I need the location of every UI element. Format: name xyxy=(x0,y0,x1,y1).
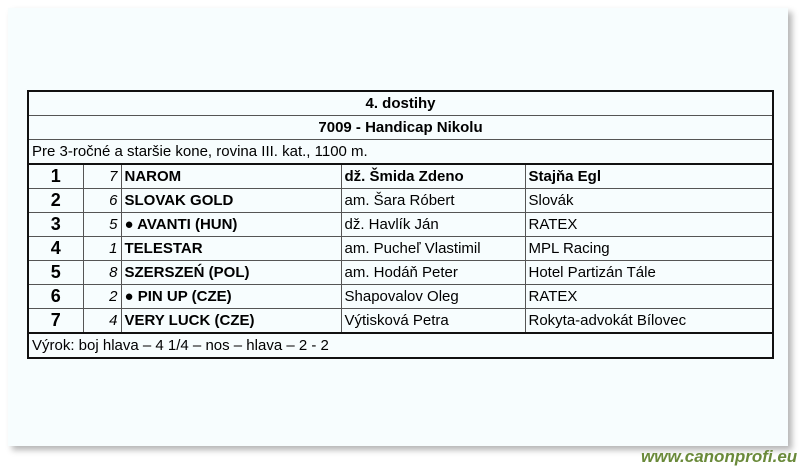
cell-place: 3 xyxy=(27,212,84,237)
cell-place: 1 xyxy=(27,163,84,189)
cell-number: 1 xyxy=(82,236,122,261)
table-row: 6 2 ● PIN UP (CZE) Shapovalov Oleg RATEX xyxy=(27,284,774,309)
cell-number: 6 xyxy=(82,188,122,213)
cell-number: 5 xyxy=(82,212,122,237)
cell-place: 2 xyxy=(27,188,84,213)
watermark: www.canonprofi.eu xyxy=(641,447,798,466)
cell-number: 8 xyxy=(82,260,122,285)
cell-jockey: dž. Havlík Ján xyxy=(340,212,526,237)
race-verdict: Výrok: boj hlava – 4 1/4 – nos – hlava –… xyxy=(27,332,774,359)
cell-stable: Rokyta-advokát Bílovec xyxy=(524,308,774,334)
cell-horse: VERY LUCK (CZE) xyxy=(120,308,342,334)
cell-stable: RATEX xyxy=(524,284,774,309)
cell-stable: Hotel Partizán Tále xyxy=(524,260,774,285)
cell-place: 6 xyxy=(27,284,84,309)
table-row: 7 4 VERY LUCK (CZE) Výtisková Petra Rokyta-a… xyxy=(27,308,774,334)
cell-stable: Slovák xyxy=(524,188,774,213)
cell-jockey: am. Pucheľ Vlastimil xyxy=(340,236,526,261)
table-row: 1 7 NAROM dž. Šmida Zdeno Stajňa Egl xyxy=(27,163,774,189)
cell-jockey: Výtisková Petra xyxy=(340,308,526,334)
cell-number: 4 xyxy=(82,308,122,334)
cell-jockey: am. Šara Róbert xyxy=(340,188,526,213)
race-title: 4. dostihy xyxy=(27,90,774,116)
cell-horse: SZERSZEŃ (POL) xyxy=(120,260,342,285)
cell-jockey: am. Hodáň Peter xyxy=(340,260,526,285)
cell-horse: SLOVAK GOLD xyxy=(120,188,342,213)
table-row: 3 5 ● AVANTI (HUN) dž. Havlík Ján RATEX xyxy=(27,212,774,237)
results-table: 4. dostihy 7009 - Handicap Nikolu Pre 3-… xyxy=(27,90,774,359)
cell-place: 7 xyxy=(27,308,84,334)
cell-jockey: Shapovalov Oleg xyxy=(340,284,526,309)
cell-stable: MPL Racing xyxy=(524,236,774,261)
cell-horse: ● AVANTI (HUN) xyxy=(120,212,342,237)
cell-number: 2 xyxy=(82,284,122,309)
cell-jockey: dž. Šmida Zdeno xyxy=(340,163,526,189)
race-name: 7009 - Handicap Nikolu xyxy=(27,115,774,140)
cell-horse: TELESTAR xyxy=(120,236,342,261)
cell-place: 4 xyxy=(27,236,84,261)
table-row: 5 8 SZERSZEŃ (POL) am. Hodáň Peter Hotel Par… xyxy=(27,260,774,285)
cell-stable: RATEX xyxy=(524,212,774,237)
table-row: 4 1 TELESTAR am. Pucheľ Vlastimil MPL Racing xyxy=(27,236,774,261)
table-row: 2 6 SLOVAK GOLD am. Šara Róbert Slovák xyxy=(27,188,774,213)
cell-horse: ● PIN UP (CZE) xyxy=(120,284,342,309)
race-conditions: Pre 3-ročné a staršie kone, rovina III. … xyxy=(27,139,774,165)
cell-place: 5 xyxy=(27,260,84,285)
cell-horse: NAROM xyxy=(120,163,342,189)
cell-stable: Stajňa Egl xyxy=(524,163,774,189)
cell-number: 7 xyxy=(82,163,122,189)
